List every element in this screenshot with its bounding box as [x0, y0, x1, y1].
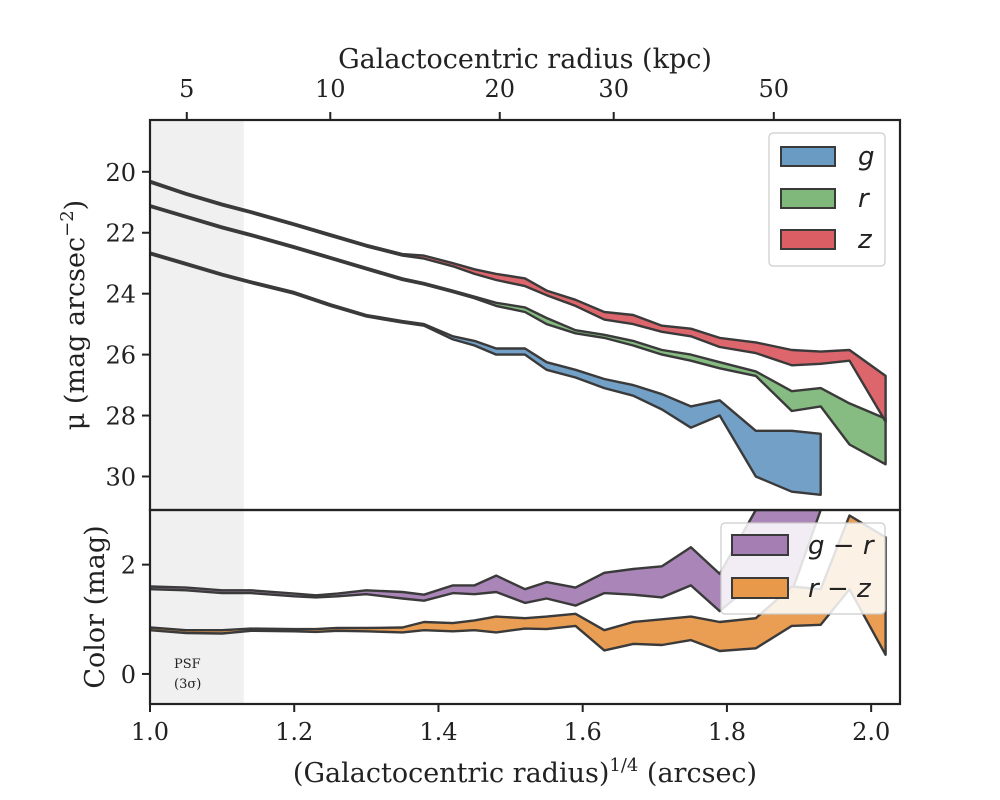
- psf-shade-bottom: [150, 510, 244, 704]
- xtick-bottom-label: 1.0: [131, 718, 169, 746]
- top-legend: g r z: [768, 132, 886, 267]
- legend-swatch-g: [780, 146, 836, 167]
- bottom-axis-title-unit: (arcsec): [638, 758, 757, 789]
- legend-swatch-r: [780, 188, 836, 209]
- band-g: [150, 251, 822, 496]
- xtick-top-label: 30: [598, 75, 629, 103]
- top-y-axis-title-main: μ (mag arcsec: [60, 237, 91, 430]
- ytick-top-label: 22: [105, 220, 136, 248]
- bottom-panel-frame: [148, 508, 902, 706]
- xtick-top-label: 20: [484, 75, 515, 103]
- xtick-top-label: 10: [315, 75, 346, 103]
- xtick-bottom-label: 1.6: [564, 718, 602, 746]
- ytick-bottom-label: 0: [121, 661, 136, 689]
- bottom-axis-title-exponent: 1/4: [609, 755, 638, 776]
- xtick-bottom-label: 1.8: [708, 718, 746, 746]
- legend-label-z: z: [857, 225, 873, 255]
- band-rz: [150, 514, 887, 656]
- xtick-bottom-label: 2.0: [852, 718, 890, 746]
- psf-shade-top: [150, 120, 244, 510]
- legend-label-r: r: [858, 184, 871, 214]
- xtick-top-label: 50: [759, 75, 790, 103]
- bottom-axis-title-main: (Galactocentric radius): [293, 758, 609, 789]
- xtick-bottom-label: 1.2: [275, 718, 313, 746]
- legend-label-g-minus-r: g − r: [808, 531, 876, 561]
- surface-brightness-bands: [150, 179, 887, 496]
- xtick-bottom-label: 1.4: [419, 718, 457, 746]
- axis-ticks: 20 22 24 26 28 30 0 2 1.0 1.2 1.4 1.6 1.8 2.0 5 10 20 30 5…: [105, 75, 890, 746]
- legend-label-r-minus-z: r − z: [808, 574, 872, 604]
- xtick-top-label: 5: [179, 75, 194, 103]
- ytick-top-label: 24: [105, 281, 136, 309]
- top-y-axis-title-exponent: −2: [57, 210, 78, 237]
- ytick-top-label: 20: [105, 159, 136, 187]
- legend-swatch-g-minus-r: [731, 534, 789, 556]
- legend-swatch-z: [780, 229, 836, 250]
- band-gr: [150, 510, 822, 613]
- ytick-top-label: 26: [105, 342, 136, 370]
- bottom-axis-title: (Galactocentric radius)1/4 (arcsec): [293, 755, 757, 789]
- bottom-legend: g − r r − z: [720, 522, 886, 615]
- band-z: [150, 179, 887, 423]
- top-axis-title: Galactocentric radius (kpc): [338, 44, 712, 75]
- top-y-axis-title-close: ): [60, 200, 91, 211]
- psf-sigma-label: (3σ): [174, 677, 201, 692]
- psf-label: PSF: [174, 657, 201, 672]
- ytick-bottom-label: 2: [121, 552, 136, 580]
- bottom-y-axis-title: Color (mag): [80, 525, 111, 688]
- band-r: [150, 204, 887, 466]
- legend-swatch-r-minus-z: [731, 577, 789, 599]
- ytick-top-label: 28: [105, 403, 136, 431]
- legend-label-g: g: [858, 142, 875, 172]
- top-y-axis-title: μ (mag arcsec−2): [57, 200, 91, 430]
- ytick-top-label: 30: [105, 463, 136, 491]
